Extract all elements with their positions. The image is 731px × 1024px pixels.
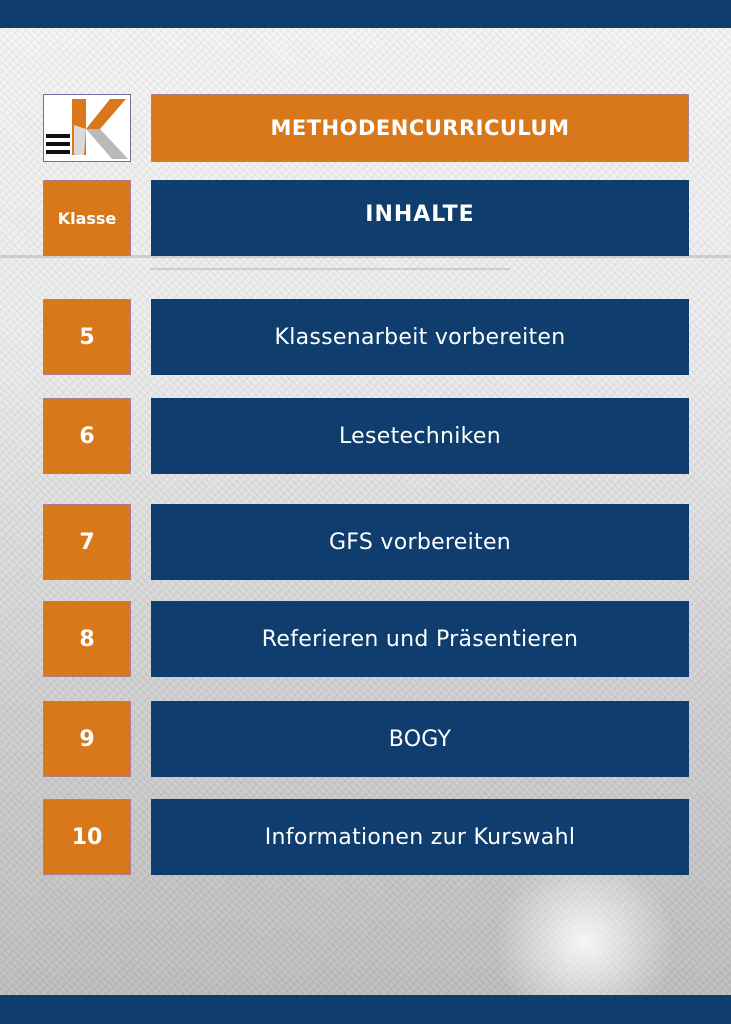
- column-header-klasse: Klasse: [43, 180, 131, 256]
- grade-badge: 6: [43, 398, 131, 474]
- topic-label: Klassenarbeit vorbereiten: [274, 324, 566, 350]
- topic-link-referieren[interactable]: Referieren und Präsentieren: [151, 601, 689, 677]
- topic-link-gfs[interactable]: GFS vorbereiten: [151, 504, 689, 580]
- grade-number: 6: [79, 423, 95, 449]
- grade-badge: 7: [43, 504, 131, 580]
- background-line: [150, 268, 510, 270]
- topic-label: Lesetechniken: [339, 423, 501, 449]
- grade-number: 8: [79, 626, 95, 652]
- topic-label: Informationen zur Kurswahl: [264, 824, 576, 850]
- school-logo-k-icon: [46, 99, 128, 159]
- topic-link-kurswahl[interactable]: Informationen zur Kurswahl: [151, 799, 689, 875]
- column-header-inhalte: INHALTE: [151, 180, 689, 256]
- page-title-text: METHODENCURRICULUM: [270, 116, 570, 140]
- grade-number: 9: [79, 726, 95, 752]
- grade-number: 7: [79, 529, 95, 555]
- topic-link-klassenarbeit[interactable]: Klassenarbeit vorbereiten: [151, 299, 689, 375]
- grade-badge: 10: [43, 799, 131, 875]
- school-logo: [43, 94, 131, 162]
- topic-link-bogy[interactable]: BOGY: [151, 701, 689, 777]
- page-title: METHODENCURRICULUM: [151, 94, 689, 162]
- grade-badge: 8: [43, 601, 131, 677]
- column-header-klasse-text: Klasse: [57, 208, 117, 228]
- grade-number: 10: [71, 824, 103, 850]
- top-band: [0, 0, 731, 28]
- bottom-band: [0, 995, 731, 1024]
- grade-number: 5: [79, 324, 95, 350]
- topic-label: BOGY: [388, 726, 452, 752]
- grade-badge: 9: [43, 701, 131, 777]
- topic-label: Referieren und Präsentieren: [261, 626, 579, 652]
- topic-label: GFS vorbereiten: [328, 529, 512, 555]
- column-header-inhalte-text: INHALTE: [365, 202, 475, 227]
- grade-badge: 5: [43, 299, 131, 375]
- background-line: [0, 255, 731, 258]
- topic-link-lesetechniken[interactable]: Lesetechniken: [151, 398, 689, 474]
